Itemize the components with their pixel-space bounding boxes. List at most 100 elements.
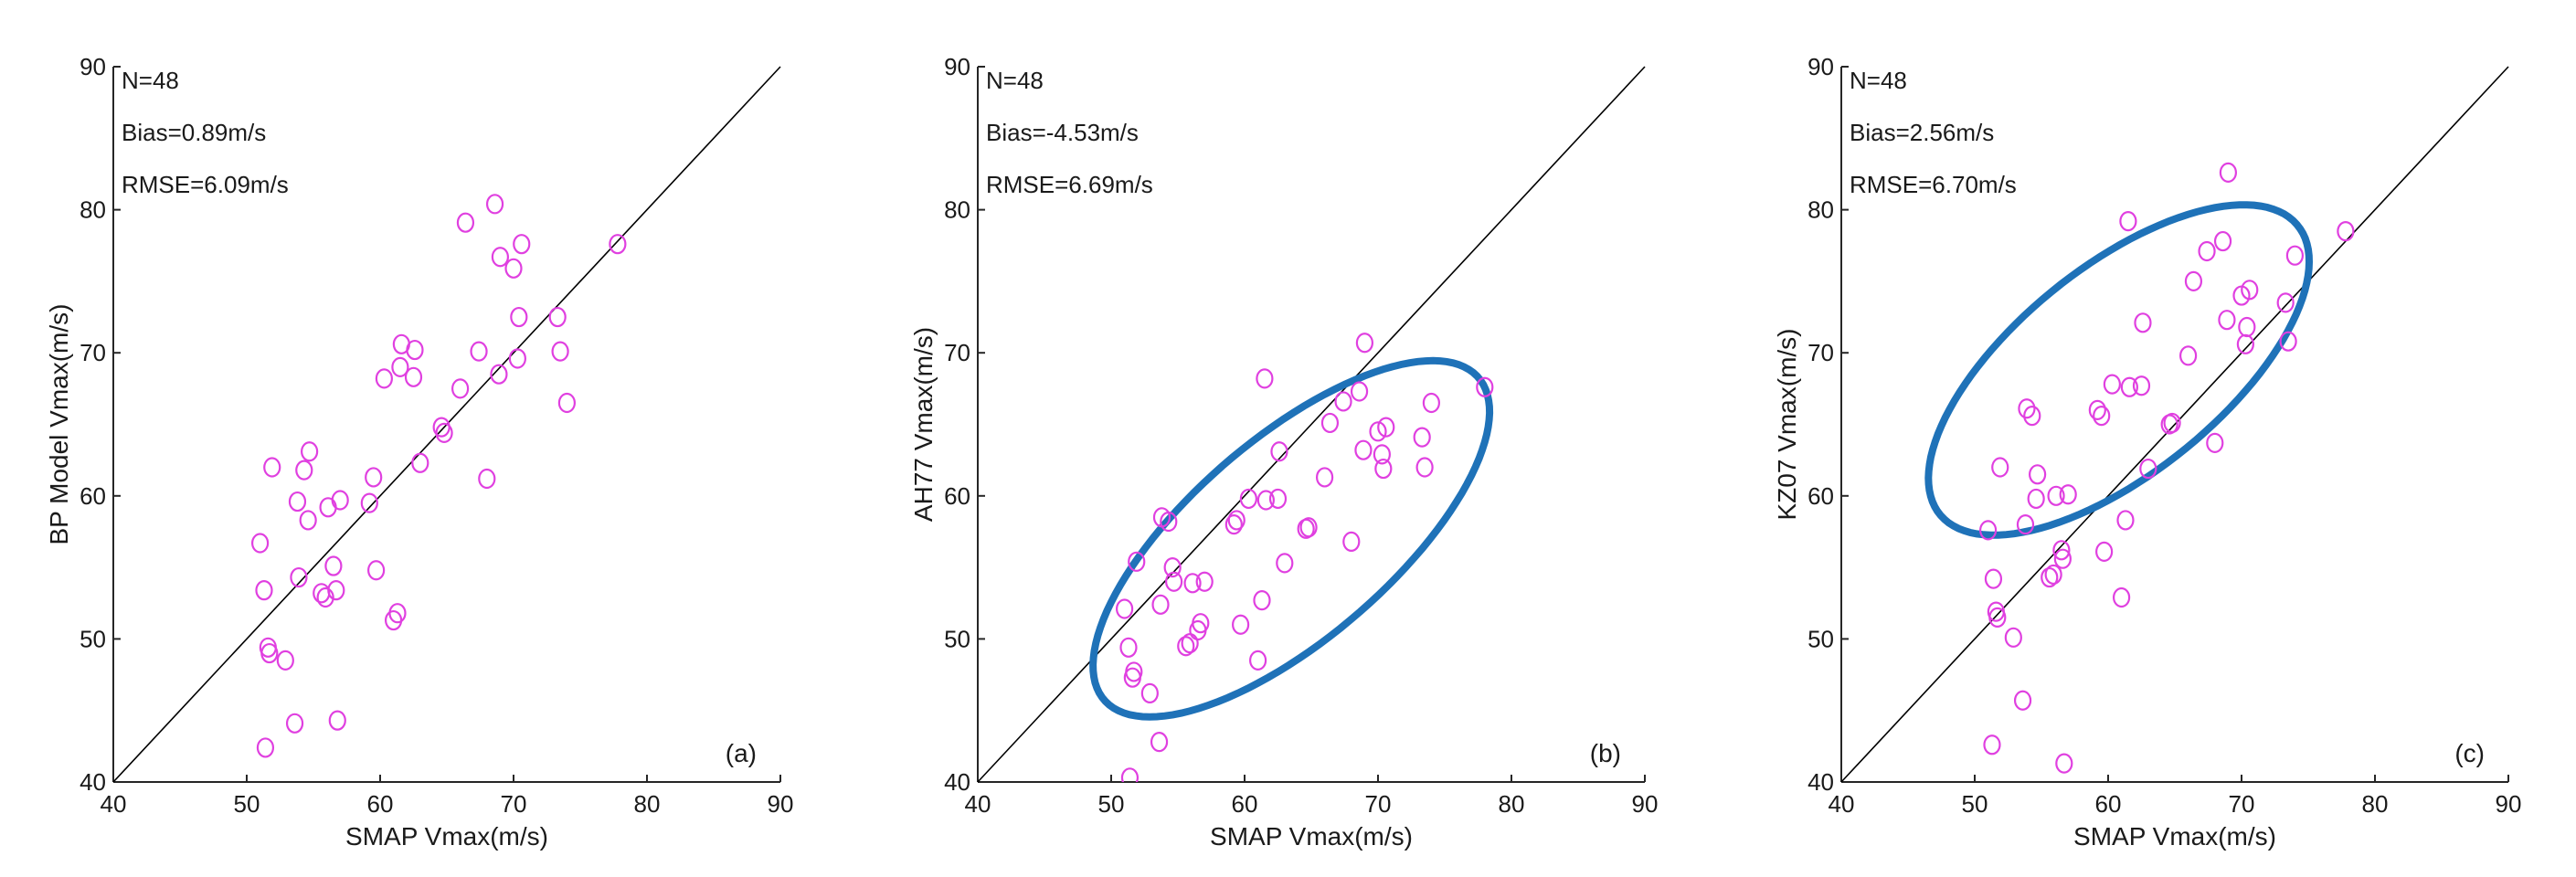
data-point [2055,753,2073,774]
y-tick-label: 60 [944,482,970,510]
panel-label: (b) [1590,739,1621,767]
data-point [319,497,337,518]
data-point [1224,514,1243,535]
data-point [1413,427,1431,448]
y-tick-label: 90 [1807,53,1834,80]
y-tick-label: 80 [1807,196,1834,224]
data-point [2103,374,2121,395]
panel-label: (a) [726,739,757,767]
data-point [609,234,627,255]
data-point [510,306,528,328]
stat-bias: Bias=2.56m/s [1850,119,1994,146]
scatter-panel-1: 40 50 60 70 80 90 40 50 60 70 80 90 SMAP Vmax(m/s) BP… [45,53,793,851]
y-tick-label: 50 [1807,625,1834,652]
data-point [2120,376,2138,397]
highlight-ellipse [1924,201,2314,539]
data-point [1270,441,1288,462]
data-point [1320,412,1340,434]
y-tick-label: 70 [944,339,970,366]
data-point [1119,637,1138,658]
data-point [316,586,334,608]
data-point [2241,280,2259,301]
data-point [2119,211,2137,232]
data-point [367,560,386,581]
data-point [263,457,281,478]
x-tick-label: 50 [1098,790,1125,818]
stat-rmse: RMSE=6.09m/s [122,171,289,198]
y-tick-label: 70 [80,339,106,366]
x-tick-label: 60 [2095,790,2122,818]
data-point [470,341,488,362]
data-point [1140,682,1159,704]
data-point [1377,417,1395,438]
data-point [451,378,470,399]
data-point [2206,432,2224,453]
data-point [2029,464,2047,485]
data-point [2285,245,2304,266]
data-point [1422,392,1441,414]
data-point [2047,485,2065,506]
data-point [1984,568,2003,589]
data-points [1115,333,1494,782]
data-point [406,339,424,361]
data-point [2236,333,2254,354]
x-axis-title: SMAP Vmax(m/s) [345,822,548,851]
y-tick-label: 50 [944,625,970,652]
data-point [365,467,383,488]
data-point [1195,571,1214,592]
data-point [1268,488,1288,510]
data-point [1415,457,1434,478]
x-tick-label: 60 [367,790,394,818]
data-point [260,642,279,664]
y-tick-label: 90 [944,53,970,80]
data-point [2088,399,2106,420]
data-point [2198,240,2216,262]
data-point [1239,488,1257,510]
data-point [1165,571,1183,592]
data-point [1163,556,1182,578]
data-point [1373,444,1391,465]
data-point [551,341,569,362]
data-point [327,580,345,601]
data-point [391,356,409,377]
data-point [2132,375,2151,396]
data-point [1334,391,1352,412]
data-point [435,422,453,443]
x-tick-label: 70 [501,790,527,818]
x-axis-title: SMAP Vmax(m/s) [2073,822,2276,851]
data-point [1227,510,1246,531]
data-point [2276,292,2295,313]
stat-rmse: RMSE=6.69m/s [986,171,1153,198]
data-point [1299,517,1318,538]
data-point [1988,607,2007,629]
data-point [2059,484,2077,505]
stat-rmse: RMSE=6.70m/s [1850,171,2017,198]
x-axis-title: SMAP Vmax(m/s) [1210,822,1413,851]
y-tick-label: 80 [944,196,970,224]
data-point [2279,331,2297,352]
data-point [2093,406,2111,427]
data-point [485,194,504,215]
data-point [1342,531,1361,553]
stat-bias: Bias=-4.53m/s [986,119,1139,146]
data-point [2179,345,2198,366]
data-point [331,490,349,511]
data-point [328,710,346,731]
one-to-one-line [977,66,1646,783]
data-point [324,555,343,576]
data-point [2095,541,2114,562]
data-point [1979,520,1998,541]
y-axis-title: KZ07 Vmax(m/s) [1773,328,1801,520]
data-point [1315,467,1334,488]
data-point [1192,613,1210,634]
x-tick-label: 80 [2362,790,2389,818]
x-tick-label: 50 [1962,790,1988,818]
data-point [388,603,407,624]
data-point [1128,551,1146,572]
x-tick-label: 40 [101,790,127,818]
x-tick-label: 90 [2496,790,2522,818]
y-tick-label: 40 [944,768,970,796]
y-tick-label: 40 [1807,768,1834,796]
data-point [2213,230,2232,252]
y-tick-label: 60 [80,482,106,510]
